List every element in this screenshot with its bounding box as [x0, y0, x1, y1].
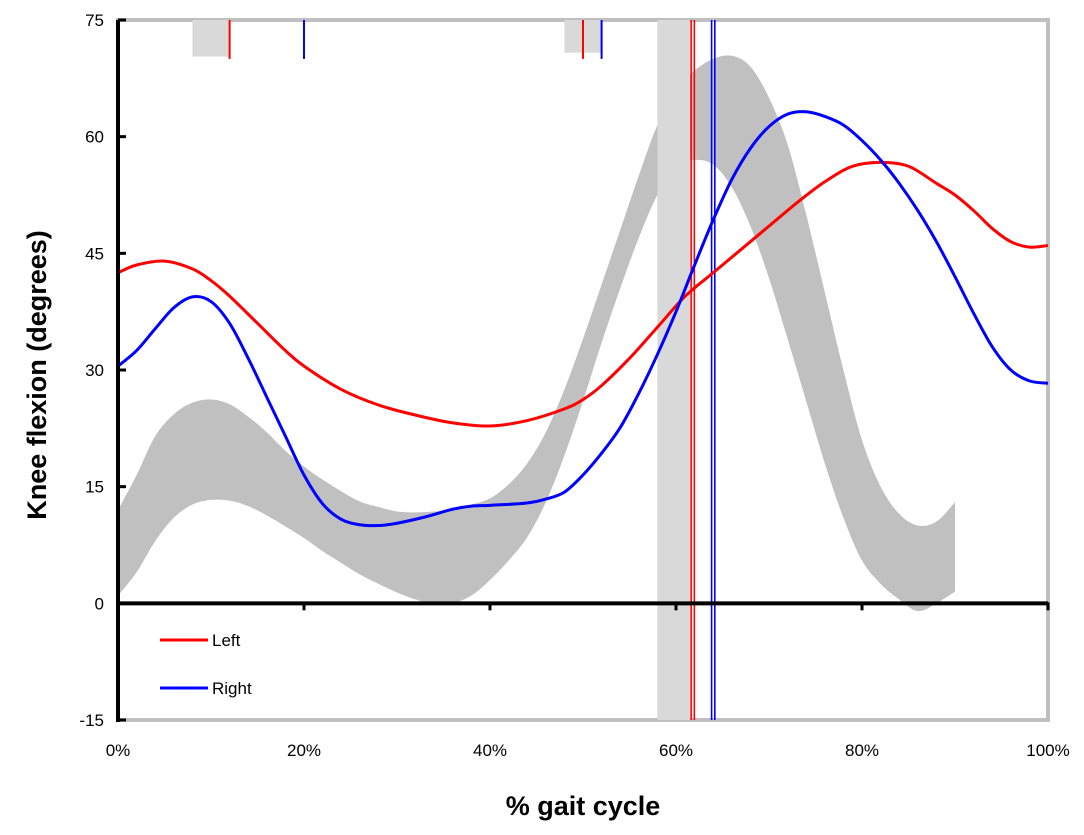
normative-band [118, 55, 955, 612]
normative-band-layer [118, 55, 955, 612]
event-band-2 [657, 20, 690, 720]
event-band-0 [192, 20, 230, 57]
x-tick-label-1: 20% [287, 741, 321, 760]
event-band-layer [192, 20, 690, 720]
y-tick-label-6: 75 [85, 11, 104, 30]
x-tick-label-4: 80% [845, 741, 879, 760]
tick-labels: -15 0 15 30 45 60 75 0% 20% 40% 60% 80% 100% [79, 11, 1069, 760]
y-axis-title: Knee flexion (degrees) [22, 230, 52, 520]
event-marker-layer [228, 20, 716, 720]
series-line-left [117, 160, 1049, 428]
y-tick-label-5: 60 [85, 128, 104, 147]
y-tick-label-4: 45 [85, 244, 104, 263]
x-tick-label-2: 40% [473, 741, 507, 760]
axes [116, 18, 1050, 722]
y-tick-label-0: -15 [79, 711, 104, 730]
legend-label-right: Right [212, 679, 252, 698]
y-tick-label-3: 30 [85, 361, 104, 380]
legend-label-left: Left [212, 631, 241, 650]
x-tick-label-5: 100% [1026, 741, 1069, 760]
legend: Left Right [160, 631, 252, 698]
series-layer [117, 110, 1049, 528]
x-tick-label-3: 60% [659, 741, 693, 760]
x-axis-title: % gait cycle [506, 791, 661, 821]
y-tick-label-1: 0 [95, 594, 104, 613]
x-tick-label-0: 0% [106, 741, 131, 760]
y-tick-label-2: 15 [85, 478, 104, 497]
series-line-right [117, 110, 1049, 528]
